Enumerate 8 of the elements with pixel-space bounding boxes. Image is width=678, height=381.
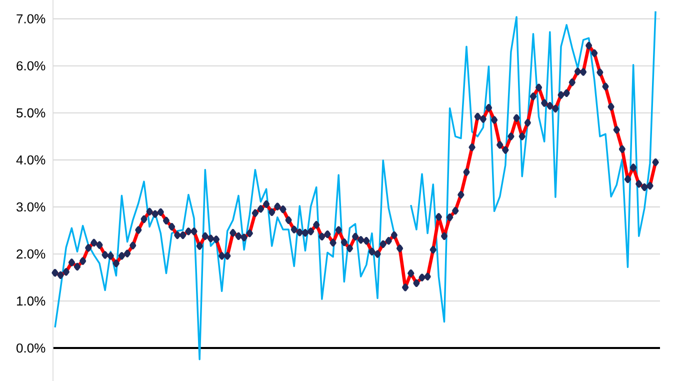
y-tick-label: 7.0%: [16, 14, 46, 24]
y-tick-label: 5.0%: [16, 108, 46, 118]
y-tick-label: 2.0%: [16, 249, 46, 259]
y-tick-label: 0.0%: [16, 343, 46, 353]
y-tick-label: 6.0%: [16, 61, 46, 70]
y-tick-label: 3.0%: [16, 202, 46, 212]
y-tick-label: 1.0%: [16, 296, 46, 306]
y-tick-label: 4.0%: [16, 155, 46, 165]
